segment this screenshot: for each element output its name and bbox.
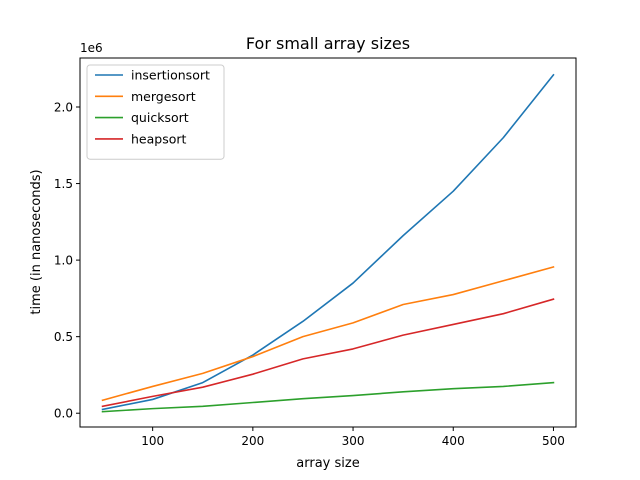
chart-title: For small array sizes — [246, 34, 410, 53]
legend-box — [86, 64, 225, 160]
plot-area — [101, 73, 555, 413]
x-tick-label: 400 — [442, 434, 465, 448]
legend-label-insertionsort: insertionsort — [131, 68, 210, 83]
y-tick-label: 0.5 — [54, 330, 73, 344]
x-axis-label: array size — [296, 456, 359, 471]
y-axis: 0.0 0.5 1.0 1.5 2.0 — [54, 100, 80, 421]
series-line-quicksort — [101, 381, 555, 413]
legend-label-mergesort: mergesort — [131, 89, 196, 104]
y-tick-label: 1.5 — [54, 177, 73, 191]
x-tick-label: 200 — [241, 434, 264, 448]
y-tick-label: 2.0 — [54, 100, 73, 114]
x-tick-label: 500 — [542, 434, 565, 448]
legend-label-quicksort: quicksort — [131, 110, 189, 125]
y-axis-label: time (in nanoseconds) — [29, 169, 44, 314]
x-axis: 100 200 300 400 500 — [141, 427, 565, 448]
legend: insertionsort mergesort quicksort heapsort — [86, 64, 225, 160]
legend-label-heapsort: heapsort — [131, 131, 187, 146]
series-line-heapsort — [101, 298, 555, 408]
y-tick-label: 1.0 — [54, 254, 73, 268]
y-offset-text: 1e6 — [80, 41, 103, 55]
x-tick-label: 100 — [141, 434, 164, 448]
axes-frame — [79, 57, 577, 428]
series-line-mergesort — [101, 266, 555, 402]
x-tick-label: 300 — [342, 434, 365, 448]
y-tick-label: 0.0 — [54, 407, 73, 421]
